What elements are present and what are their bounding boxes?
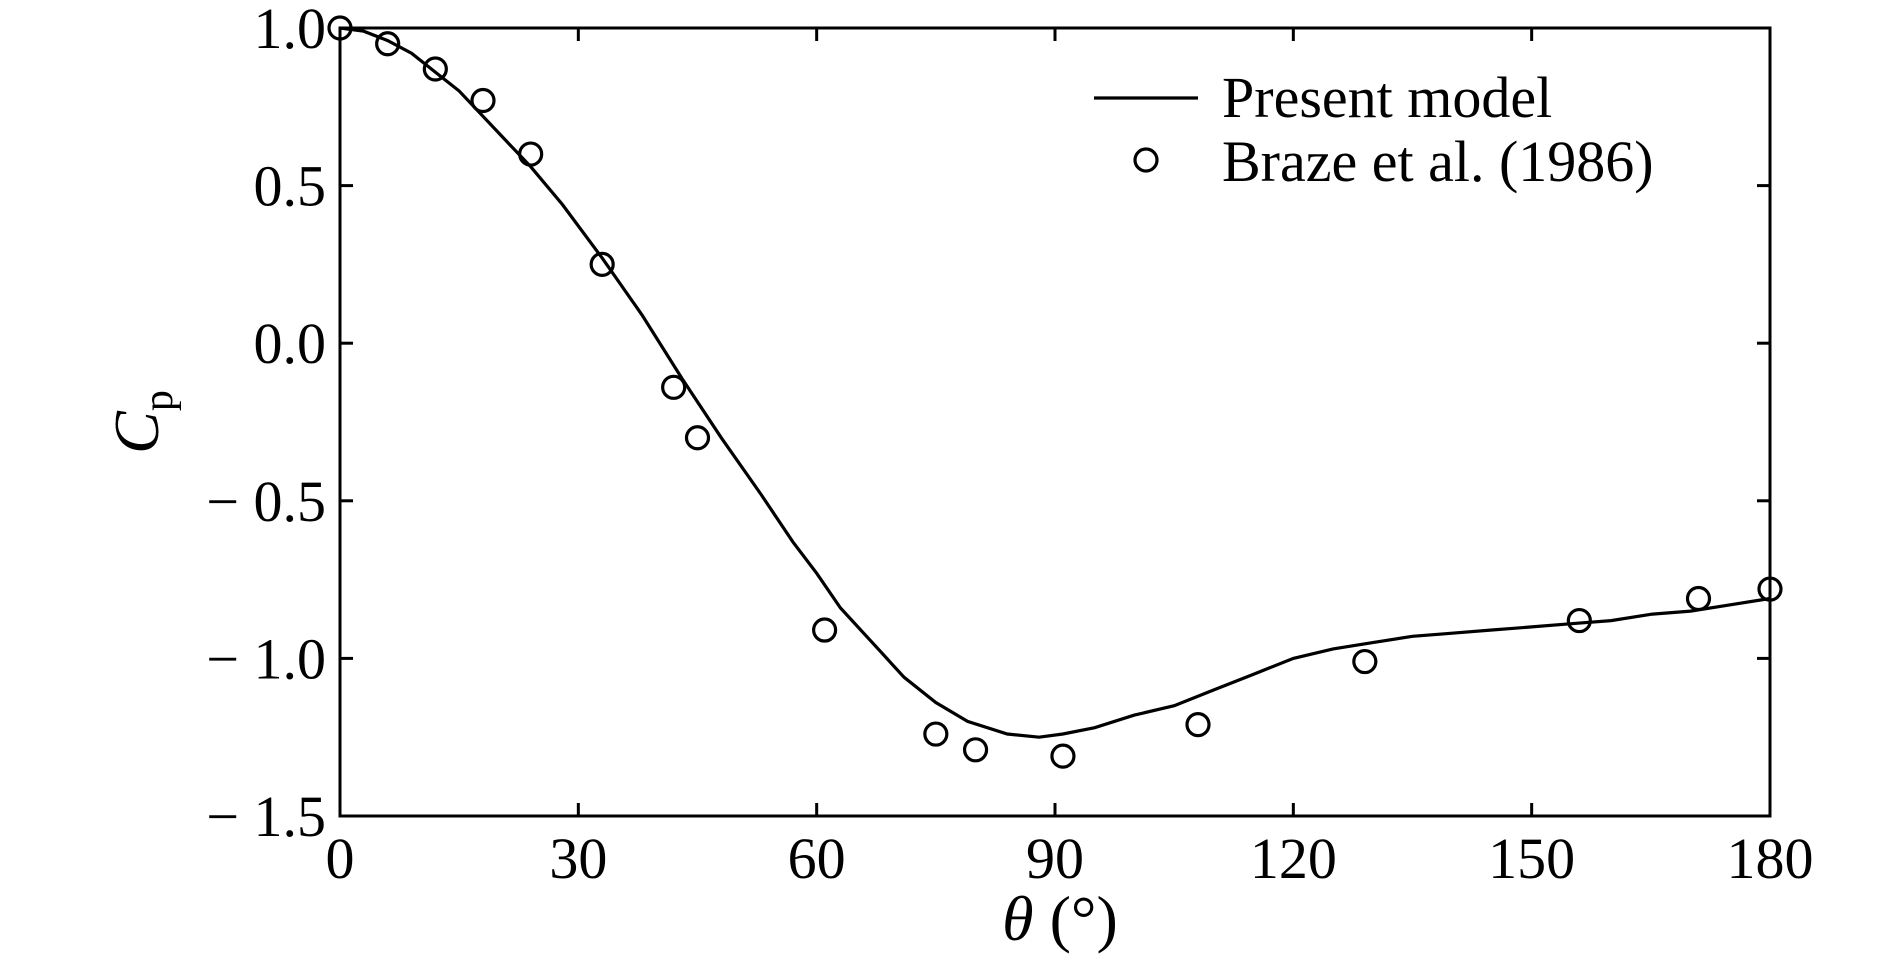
tick-labels: 0 30 60 90 120 150 180 1.0 0.5 0.0 − 0.5 − 1.0 − 1.5 [206,0,1813,891]
legend-label-present-model: Present model [1222,65,1552,130]
y-tick-label: − 1.0 [206,626,326,691]
data-point-braze [684,425,711,451]
x-tick-label: 30 [549,826,607,891]
data-point-braze [375,31,401,57]
data-point-braze [1050,743,1076,769]
data-point-braze [327,15,353,41]
x-axis-symbol: θ [1002,883,1033,954]
y-tick-label: 1.0 [254,0,327,61]
y-axis-symbol: C [101,410,172,454]
data-point-braze [923,721,949,747]
legend: Present model Braze et al. (1986) [1094,65,1654,194]
plot-area [327,15,1783,818]
data-point-braze [589,251,615,277]
data-point-braze [470,87,496,114]
data-point-braze [962,737,989,763]
x-tick-label: 0 [326,826,355,891]
data-point-braze [661,374,687,400]
tick-marks [338,26,1772,818]
data-point-braze [1185,711,1211,738]
x-tick-label: 180 [1727,826,1814,891]
x-axis-label: θ (°) [1002,883,1118,954]
data-point-braze [422,56,448,82]
y-axis-subscript: p [136,390,182,411]
x-tick-label: 120 [1250,826,1337,891]
data-point-braze [1685,585,1712,612]
legend-label-braze: Braze et al. (1986) [1222,129,1654,194]
data-point-braze [812,617,838,643]
y-tick-label: 0.0 [254,311,327,376]
y-tick-label: 0.5 [254,154,327,219]
braze-markers [327,15,1783,769]
data-point-braze [1352,648,1378,675]
x-tick-label: 90 [1026,826,1084,891]
legend-marker-swatch [1133,147,1159,173]
present-model-line [339,26,1771,739]
x-tick-label: 150 [1488,826,1575,891]
y-tick-label: − 0.5 [206,469,326,534]
data-point-braze [1757,576,1783,602]
data-point-braze [518,141,544,167]
y-axis-label: Cp [101,390,182,454]
y-tick-label: − 1.5 [206,784,326,849]
data-point-braze [1566,607,1592,634]
x-axis-unit: (°) [1034,883,1118,954]
x-tick-label: 60 [788,826,846,891]
